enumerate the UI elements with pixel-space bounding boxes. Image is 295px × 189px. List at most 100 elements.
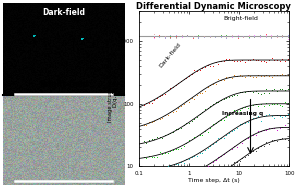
Point: [207, 36, 212, 39]
Point: [216, 62, 221, 65]
Point: [224, 58, 229, 61]
Point: [203, 167, 207, 170]
Point: [168, 33, 173, 36]
Point: [189, 156, 194, 159]
Point: [264, 60, 269, 64]
Point: [252, 34, 257, 37]
Point: [181, 162, 186, 165]
Point: [160, 116, 165, 119]
Point: [185, 33, 190, 36]
Point: [160, 178, 165, 181]
Point: [224, 96, 229, 99]
Point: [267, 74, 271, 77]
Point: [207, 35, 212, 38]
Point: [253, 116, 258, 119]
Point: [259, 130, 263, 133]
Point: [168, 132, 173, 135]
Point: [141, 156, 146, 159]
Point: [155, 118, 159, 121]
Point: [157, 36, 162, 39]
Point: [141, 169, 146, 172]
Point: [250, 103, 255, 106]
Point: [200, 167, 205, 170]
Point: [157, 36, 162, 39]
Point: [173, 177, 178, 180]
Point: [191, 35, 195, 38]
Point: [174, 35, 178, 38]
Point: [216, 136, 221, 139]
Point: [196, 36, 201, 39]
Point: [269, 35, 274, 38]
Point: [213, 35, 218, 38]
Point: [163, 179, 167, 182]
Point: [248, 134, 253, 137]
Point: [256, 73, 261, 76]
Point: [248, 74, 253, 77]
Y-axis label: Image structure function
D(q, Δt) (a.u.): Image structure function D(q, Δt) (a.u.): [108, 56, 118, 122]
Point: [267, 112, 271, 115]
Text: Bright-field: Bright-field: [224, 16, 258, 21]
Point: [211, 160, 215, 163]
Point: [247, 34, 251, 37]
Point: [155, 136, 159, 139]
Point: [174, 34, 178, 37]
Point: [185, 34, 190, 37]
Point: [157, 35, 162, 38]
Point: [151, 36, 156, 39]
Point: [259, 103, 263, 106]
Point: [280, 35, 285, 38]
Point: [192, 185, 197, 188]
Point: [275, 34, 279, 37]
Point: [253, 59, 258, 62]
Point: [213, 141, 218, 144]
Point: [235, 34, 240, 37]
Point: [227, 57, 231, 60]
Point: [157, 35, 162, 38]
Point: [237, 91, 242, 94]
Point: [275, 140, 279, 143]
Point: [247, 36, 251, 39]
Point: [163, 166, 167, 169]
Point: [252, 36, 257, 39]
Point: [283, 138, 287, 141]
Point: [211, 64, 215, 67]
Point: [280, 35, 285, 38]
Point: [144, 167, 149, 170]
Point: [197, 183, 202, 186]
Point: [195, 155, 199, 158]
Point: [227, 95, 231, 98]
Point: [163, 34, 167, 37]
Point: [247, 35, 251, 38]
Point: [248, 119, 253, 122]
Point: [178, 146, 183, 149]
Point: [192, 155, 197, 158]
Point: [196, 36, 201, 39]
Point: [176, 147, 181, 150]
Point: [144, 102, 149, 105]
Point: [241, 35, 246, 38]
Point: [174, 34, 178, 37]
Point: [280, 126, 285, 129]
Point: [240, 91, 245, 94]
Point: [258, 35, 263, 38]
Point: [286, 34, 291, 37]
Point: [267, 91, 271, 94]
Point: [258, 35, 263, 38]
Point: [187, 100, 191, 103]
Point: [264, 141, 269, 144]
Point: [208, 144, 213, 147]
Point: [171, 130, 175, 133]
Point: [280, 35, 285, 38]
Point: [277, 126, 282, 129]
Point: [202, 35, 206, 38]
Point: [219, 33, 223, 36]
Point: [211, 103, 215, 106]
Point: [184, 122, 189, 125]
Point: [181, 124, 186, 127]
Point: [191, 35, 195, 38]
Point: [272, 116, 277, 119]
Point: [184, 76, 189, 79]
Point: [264, 88, 269, 91]
Point: [280, 73, 285, 76]
Point: [241, 36, 246, 39]
